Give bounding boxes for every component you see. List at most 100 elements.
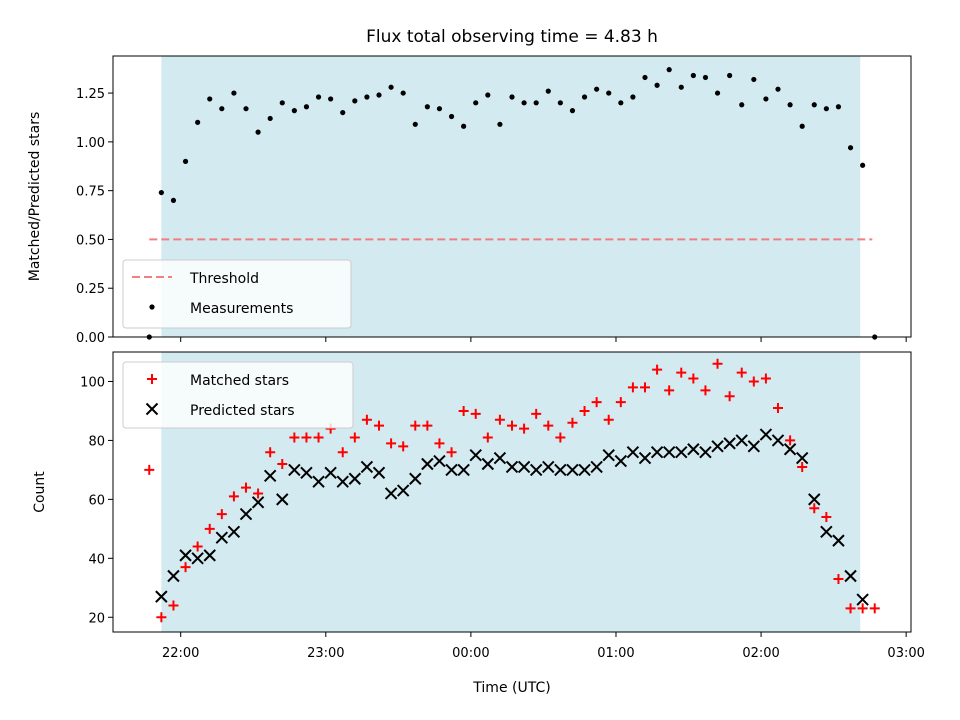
predicted-star-point	[445, 463, 458, 477]
matched-star-point	[289, 432, 300, 443]
matched-star-point	[724, 391, 735, 402]
measurement-point	[630, 94, 636, 100]
predicted-star-point	[820, 525, 833, 538]
predicted-star-point	[638, 451, 652, 465]
bottom-y-axis-label: Count	[32, 471, 48, 513]
bottom-y-tick-label: 80	[88, 434, 105, 449]
measurement-points	[146, 67, 878, 340]
measurement-point	[594, 86, 600, 92]
measurement-point	[400, 90, 406, 96]
matched-star-point	[760, 373, 771, 384]
top-y-axis-label: Matched/Predicted stars	[27, 112, 43, 282]
matched-star-point	[845, 603, 856, 614]
measurement-point	[654, 82, 660, 88]
measurement-point	[388, 84, 394, 90]
measurement-point	[545, 88, 551, 94]
predicted-star-point	[578, 463, 591, 477]
measurement-point	[823, 106, 829, 112]
measurement-point	[847, 145, 854, 151]
predicted-star-point	[723, 437, 736, 450]
matched-star-point	[180, 562, 191, 573]
predicted-star-point	[735, 434, 748, 447]
matched-star-point	[627, 382, 638, 393]
measurement-point	[860, 162, 866, 168]
measurement-point	[775, 86, 781, 92]
predicted-star-point	[203, 549, 216, 562]
predicted-star-point	[505, 460, 519, 474]
matched-star-point	[603, 414, 614, 425]
top-y-tick-label: 0.75	[76, 185, 105, 200]
measurement-point	[739, 102, 745, 108]
bottom-legend: Matched stars Predicted stars	[122, 361, 354, 429]
measurement-point	[182, 158, 189, 164]
matched-star-point	[313, 432, 324, 443]
top-y-tick-label: 1.25	[76, 87, 105, 102]
measurement-point	[618, 100, 624, 106]
predicted-star-point	[602, 448, 615, 462]
predicted-star-point	[191, 552, 204, 565]
measurement-point	[497, 121, 503, 127]
top-axes-frame	[112, 55, 912, 338]
measurement-point	[799, 123, 805, 129]
measurement-point	[835, 104, 842, 110]
predicted-star-point	[433, 454, 446, 468]
predicted-star-point	[856, 593, 869, 606]
predicted-star-point	[675, 446, 688, 459]
matched-star-point	[410, 420, 421, 431]
matched-star-point	[591, 397, 602, 408]
measurement-point	[315, 94, 322, 100]
top-panel-ratio: 0.00 0.25 0.50 0.75 1.00 1.25 Flux total obse…	[27, 27, 912, 346]
top-y-tick-label: 0.25	[76, 282, 105, 297]
bottom-y-tick-label: 40	[88, 552, 105, 567]
matched-star-point	[507, 420, 517, 431]
measurement-point	[569, 108, 576, 114]
matched-star-point	[144, 464, 155, 475]
legend-predicted-label: Predicted stars	[190, 403, 295, 419]
predicted-star-point	[409, 472, 422, 485]
predicted-star-point	[493, 451, 507, 465]
legend-threshold-label: Threshold	[189, 271, 259, 287]
matched-star-point	[857, 603, 868, 614]
matched-star-point	[253, 488, 264, 499]
predicted-star-point	[699, 446, 712, 459]
matched-star-point	[688, 373, 699, 384]
measurement-point	[255, 129, 261, 135]
measurement-point	[581, 94, 588, 100]
measurement-point	[473, 100, 479, 106]
matched-star-point	[301, 432, 312, 443]
predicted-star-point	[312, 475, 325, 488]
measurement-point	[642, 74, 648, 81]
bottom-y-tick-label: 20	[88, 611, 105, 626]
x-tick-label: 01:00	[597, 646, 634, 661]
matched-star-point	[869, 603, 880, 614]
chart-title: Flux total observing time = 4.83 h	[366, 27, 658, 47]
matched-star-point	[797, 461, 808, 472]
measurement-point	[170, 197, 177, 204]
matched-star-point	[204, 523, 215, 534]
matched-star-point	[543, 420, 554, 431]
measurement-point	[751, 76, 757, 83]
top-y-tick-label: 0.50	[76, 233, 105, 248]
matched-star-point	[567, 417, 578, 428]
matched-star-point	[337, 447, 348, 458]
legend-matched-label: Matched stars	[190, 373, 289, 389]
predicted-star-point	[529, 463, 543, 477]
matched-star-point	[422, 420, 433, 431]
predicted-star-point	[783, 443, 797, 456]
x-tick-label: 02:00	[742, 646, 779, 661]
measurement-point	[461, 123, 467, 129]
legend-matched-swatch	[147, 374, 157, 384]
measurement-point	[702, 74, 709, 81]
top-legend: Threshold Measurements	[122, 259, 352, 329]
measurement-point	[448, 113, 455, 120]
measurement-point	[303, 104, 310, 110]
predicted-star-point	[554, 463, 567, 477]
bottom-y-tick-label: 60	[88, 493, 105, 508]
measurement-point	[485, 92, 491, 98]
x-tick-label: 03:00	[887, 646, 924, 661]
measurement-point	[690, 72, 696, 79]
measurement-point	[436, 106, 443, 112]
predicted-star-point	[566, 463, 579, 477]
matched-star-point	[265, 447, 276, 458]
